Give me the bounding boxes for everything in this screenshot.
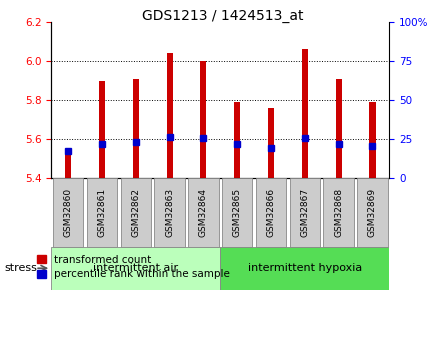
Bar	[268, 108, 274, 178]
Legend: transformed count, percentile rank within the sample: transformed count, percentile rank withi…	[34, 252, 233, 282]
Bar	[357, 178, 388, 247]
Text: GSM32860: GSM32860	[64, 188, 73, 237]
Text: GSM32864: GSM32864	[199, 188, 208, 237]
Bar	[369, 102, 376, 178]
Bar	[256, 178, 286, 247]
Text: GSM32863: GSM32863	[165, 188, 174, 237]
Bar	[290, 178, 320, 247]
Bar	[51, 247, 220, 290]
Text: intermittent air: intermittent air	[93, 263, 178, 273]
Text: GSM32866: GSM32866	[267, 188, 275, 237]
Bar	[154, 178, 185, 247]
Bar	[302, 49, 308, 178]
Text: stress: stress	[4, 263, 37, 273]
Text: GSM32867: GSM32867	[300, 188, 309, 237]
Text: GSM32868: GSM32868	[334, 188, 343, 237]
Text: GSM32862: GSM32862	[131, 188, 140, 237]
Bar	[222, 178, 252, 247]
Bar	[336, 79, 342, 178]
Bar	[166, 53, 173, 178]
Bar	[133, 79, 139, 178]
Bar	[200, 61, 206, 178]
Text: GDS1213 / 1424513_at: GDS1213 / 1424513_at	[142, 9, 303, 23]
Text: GSM32865: GSM32865	[233, 188, 242, 237]
Text: GSM32861: GSM32861	[97, 188, 106, 237]
Bar	[99, 81, 105, 178]
Bar	[65, 155, 71, 178]
Bar	[53, 178, 83, 247]
Bar	[87, 178, 117, 247]
Bar	[234, 102, 240, 178]
Bar	[121, 178, 151, 247]
Text: intermittent hypoxia: intermittent hypoxia	[248, 263, 362, 273]
Text: GSM32869: GSM32869	[368, 188, 377, 237]
Bar	[220, 247, 389, 290]
Bar	[188, 178, 218, 247]
Bar	[324, 178, 354, 247]
